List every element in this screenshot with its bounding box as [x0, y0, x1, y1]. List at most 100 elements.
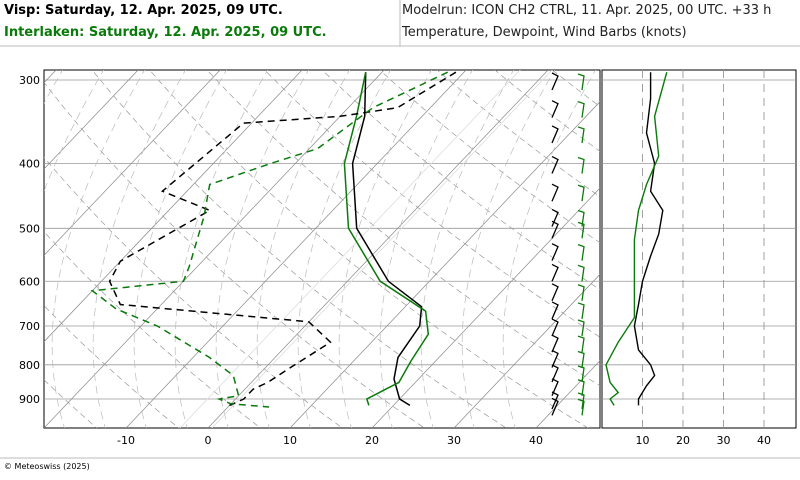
moist-adiabat	[420, 70, 515, 428]
isotherm-line	[453, 273, 600, 428]
visp-wind-barb	[551, 318, 559, 337]
isotherm-line	[603, 60, 800, 444]
interlaken-wind-barb	[577, 73, 585, 91]
isotherm-line	[44, 70, 303, 343]
chart-subtitle: Temperature, Dewpoint, Wind Barbs (knots…	[402, 25, 687, 40]
dry-adiabat	[551, 70, 600, 108]
moist-adiabat	[92, 70, 187, 428]
dry-adiabat	[44, 305, 180, 428]
isotherm-line	[535, 360, 600, 428]
interlaken-wind-barb	[577, 398, 585, 416]
title-visp: Visp: Saturday, 12. Apr. 2025, 09 UTC.	[4, 3, 283, 18]
pressure-tick-label: 300	[19, 74, 40, 87]
visp-wind-barb	[551, 364, 559, 383]
moist-adiabat	[502, 70, 597, 428]
isotherm-line	[125, 70, 467, 428]
dry-adiabat	[44, 81, 425, 428]
interlaken-wind-barb	[577, 101, 585, 118]
temp-tick-label: 20	[365, 434, 379, 447]
visp-wind-barb	[551, 391, 559, 410]
dry-adiabat	[149, 70, 589, 428]
pressure-tick-label: 500	[19, 222, 40, 235]
isotherm-line	[44, 70, 221, 256]
windspeed-tick-label: 30	[717, 434, 731, 447]
interlaken-wind-barb	[577, 209, 585, 227]
wind-plot-frame	[601, 69, 797, 429]
interlaken-wind-barb	[577, 392, 585, 410]
dry-adiabat	[436, 70, 600, 198]
moist-adiabat	[51, 70, 146, 428]
pressure-tick-label: 700	[19, 320, 40, 333]
temp-tick-label: 30	[447, 434, 461, 447]
isotherm-line	[44, 70, 385, 428]
moist-adiabat	[174, 70, 269, 428]
interlaken-wind-barb	[577, 126, 585, 144]
windspeed-tick-label: 20	[676, 434, 690, 447]
dry-adiabat	[44, 156, 344, 428]
visp-wind-barb	[551, 125, 559, 144]
dry-adiabat	[597, 60, 800, 444]
interlaken-wind-barb	[577, 350, 585, 368]
interlaken-wind-barb	[577, 365, 585, 383]
temp-tick-label: 0	[205, 434, 212, 447]
visp-wind-barb	[551, 349, 559, 368]
moist-adiabat	[215, 70, 310, 428]
windspeed-tick-label: 10	[636, 434, 650, 447]
dry-adiabat	[654, 60, 800, 444]
interlaken-wind-barb	[577, 244, 585, 261]
title-interlaken: Interlaken: Saturday, 12. Apr. 2025, 09 …	[4, 25, 327, 40]
isotherm-line	[289, 101, 600, 428]
temp-tick-label: 10	[283, 434, 297, 447]
dry-adiabat	[711, 60, 800, 444]
isotherm-line	[207, 70, 549, 428]
moist-adiabat	[297, 70, 392, 428]
interlaken-wind-barb	[577, 264, 585, 282]
mixing-ratio-line	[211, 70, 553, 428]
visp-wind-barb	[551, 243, 559, 261]
dry-adiabat	[768, 60, 800, 444]
moist-adiabat	[44, 70, 105, 192]
interlaken-wind-barb	[577, 335, 585, 353]
dry-adiabat	[206, 70, 600, 387]
dry-adiabat	[91, 70, 507, 428]
copyright: © Meteoswiss (2025)	[4, 462, 90, 471]
isotherm-line	[371, 187, 600, 428]
visp-wind-barb	[551, 183, 559, 202]
visp-wind-barb	[551, 378, 559, 397]
visp-windspeed-line	[633, 72, 664, 406]
interlaken-wind-barb	[577, 221, 585, 239]
moist-adiabat	[379, 70, 474, 428]
windspeed-tick-label: 40	[757, 434, 771, 447]
visp-wind-barb	[551, 301, 559, 320]
pressure-tick-label: 900	[19, 393, 40, 406]
modelrun-label: Modelrun: ICON CH2 CTRL, 11. Apr. 2025, …	[402, 3, 772, 18]
visp-wind-barb	[551, 397, 559, 416]
dry-adiabat	[0, 60, 32, 444]
temp-tick-label: -10	[117, 434, 135, 447]
moist-adiabat	[256, 70, 351, 428]
visp-wind-barb	[551, 334, 559, 353]
interlaken-windspeed-line	[605, 72, 668, 406]
visp-dewpoint-line	[108, 71, 457, 407]
isotherm-line	[44, 70, 57, 84]
interlaken-wind-barb	[577, 302, 585, 320]
interlaken-wind-barb	[577, 284, 585, 301]
pressure-tick-label: 600	[19, 275, 40, 288]
dry-adiabat	[44, 379, 98, 428]
visp-wind-barb	[551, 100, 559, 118]
moist-adiabat	[133, 70, 228, 428]
isotherm-line	[44, 70, 139, 170]
visp-wind-barb	[551, 72, 559, 91]
interlaken-wind-barb	[577, 156, 585, 174]
interlaken-wind-barb	[577, 184, 585, 202]
visp-wind-barb	[551, 283, 559, 302]
visp-wind-barb	[551, 263, 559, 282]
moist-adiabat	[461, 70, 556, 428]
moist-adiabat	[338, 70, 433, 428]
visp-temperature-line	[351, 72, 423, 407]
interlaken-temperature-line	[343, 72, 430, 406]
moist-adiabat	[44, 70, 64, 104]
dry-adiabat	[264, 70, 600, 338]
interlaken-wind-barb	[577, 319, 585, 337]
visp-wind-barb	[551, 220, 559, 239]
